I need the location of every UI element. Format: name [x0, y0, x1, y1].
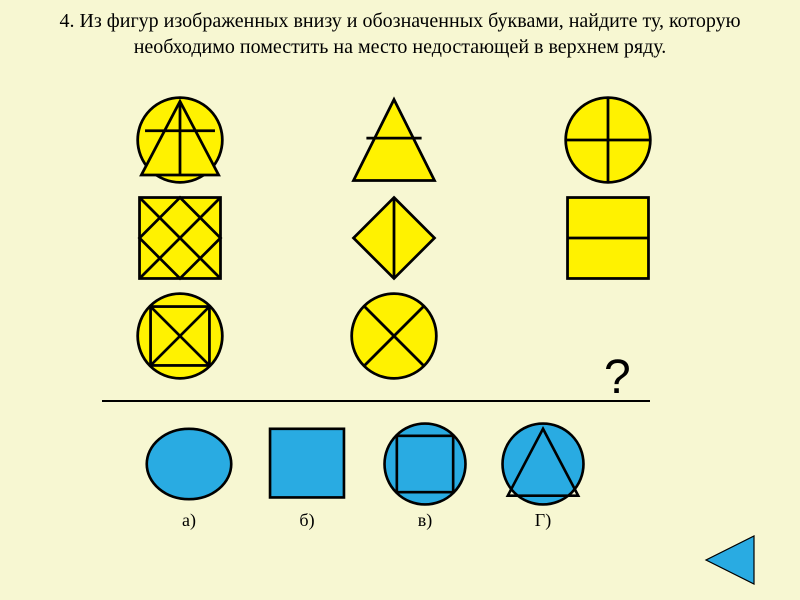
answer-shape-icon [263, 420, 351, 508]
puzzle-col-2 [348, 94, 440, 382]
answer-option-2[interactable]: б) [263, 420, 351, 531]
grid-cell-1-1 [134, 94, 226, 186]
answer-option-4[interactable]: Г) [499, 420, 587, 531]
grid-cell-3-2 [562, 192, 654, 284]
back-arrow-icon [700, 530, 760, 590]
puzzle-col-1 [134, 94, 226, 382]
answer-label: б) [299, 510, 314, 531]
answer-shape-icon [145, 420, 233, 508]
answer-option-3[interactable]: в) [381, 420, 469, 531]
grid-cell-2-2 [348, 192, 440, 284]
previous-slide-button[interactable] [700, 530, 760, 590]
answer-options-row: а) б) в) Г) [145, 420, 587, 531]
puzzle-col-3 [562, 94, 654, 284]
answer-label: в) [418, 510, 433, 531]
grid-cell-1-2 [134, 192, 226, 284]
question-title: 4. Из фигур изображенных внизу и обознач… [0, 0, 800, 60]
grid-cell-2-1 [348, 94, 440, 186]
answer-option-1[interactable]: а) [145, 420, 233, 531]
grid-cell-3-1 [562, 94, 654, 186]
answer-label: а) [182, 510, 196, 531]
answer-shape-icon [499, 420, 587, 508]
answer-label: Г) [535, 510, 551, 531]
horizontal-divider [102, 400, 650, 402]
puzzle-slide: 4. Из фигур изображенных внизу и обознач… [0, 0, 800, 600]
missing-cell-question-mark: ? [604, 350, 631, 405]
grid-cell-2-3 [348, 290, 440, 382]
answer-shape-icon [381, 420, 469, 508]
grid-cell-1-3 [134, 290, 226, 382]
